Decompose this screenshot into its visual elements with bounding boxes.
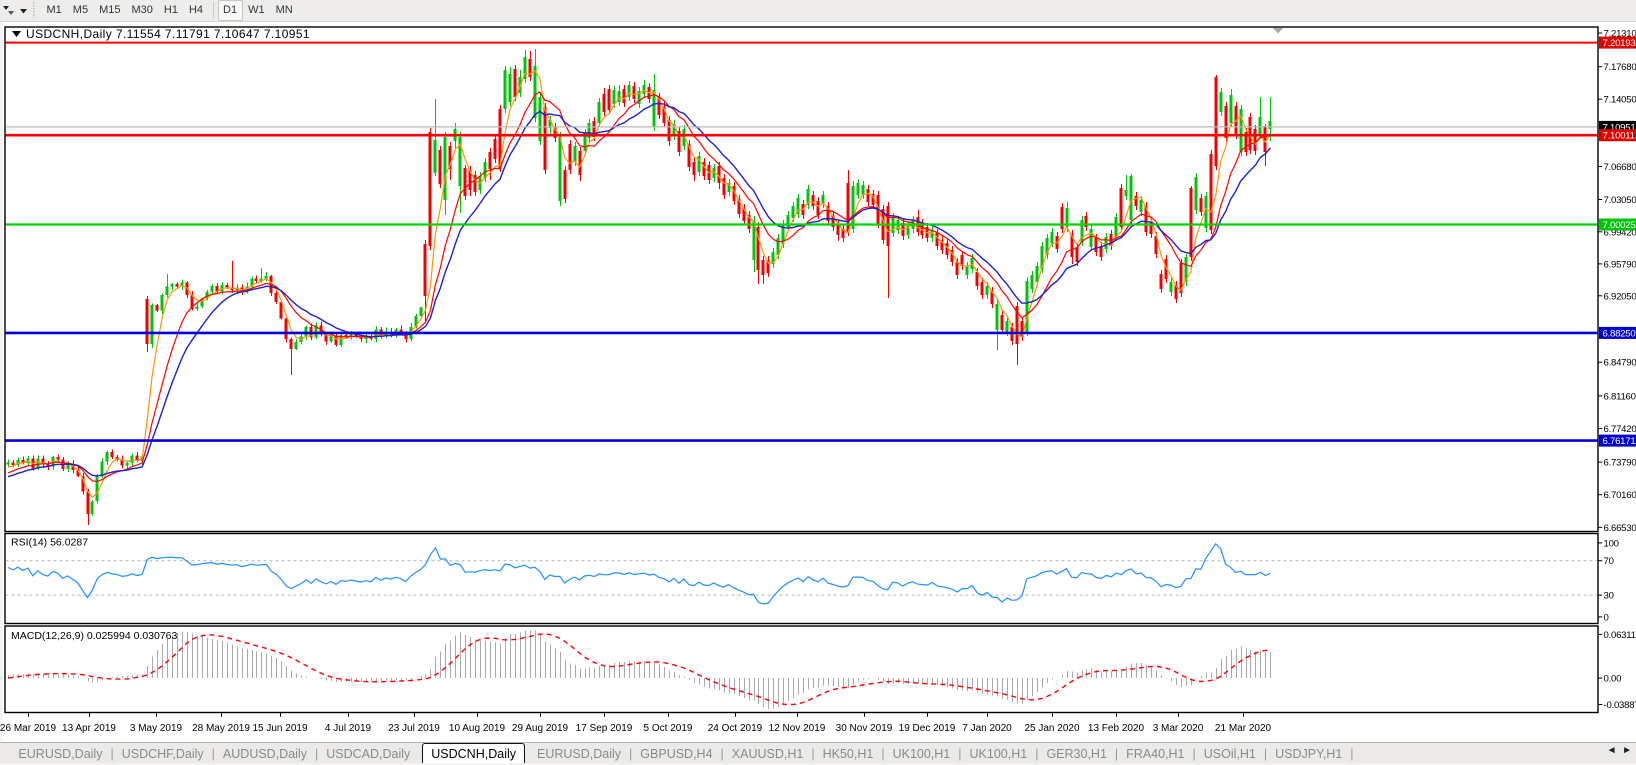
svg-text:29 Aug 2019: 29 Aug 2019 [512, 723, 569, 734]
svg-text:15 Jun 2019: 15 Jun 2019 [252, 723, 307, 734]
svg-text:7.20193: 7.20193 [1603, 38, 1636, 49]
svg-text:3 Mar 2020: 3 Mar 2020 [1153, 723, 1204, 734]
svg-text:7.03050: 7.03050 [1604, 195, 1636, 206]
svg-text:30 Nov 2019: 30 Nov 2019 [836, 723, 893, 734]
svg-text:6.76171: 6.76171 [1603, 436, 1636, 447]
svg-text:6.77420: 6.77420 [1604, 424, 1636, 435]
svg-text:0: 0 [1604, 612, 1609, 623]
svg-text:RSI(14) 56.0287: RSI(14) 56.0287 [11, 537, 88, 549]
svg-text:5 Oct 2019: 5 Oct 2019 [644, 723, 693, 734]
svg-text:7.17680: 7.17680 [1604, 62, 1636, 73]
svg-text:0.06311: 0.06311 [1604, 630, 1636, 641]
svg-text:28 May 2019: 28 May 2019 [192, 723, 250, 734]
svg-text:6.99420: 6.99420 [1604, 227, 1636, 238]
svg-text:10 Aug 2019: 10 Aug 2019 [449, 723, 506, 734]
svg-text:7.10011: 7.10011 [1603, 131, 1635, 142]
svg-text:6.84790: 6.84790 [1604, 358, 1636, 369]
svg-text:6.66530: 6.66530 [1604, 523, 1636, 534]
svg-text:USDCNH,Daily 7.11554 7.11791: USDCNH,Daily 7.11554 7.11791 7.10647 7.1… [26, 27, 310, 41]
svg-text:4 Jul 2019: 4 Jul 2019 [325, 723, 372, 734]
svg-text:6.88250: 6.88250 [1603, 328, 1636, 339]
svg-text:13 Apr 2019: 13 Apr 2019 [62, 723, 116, 734]
svg-text:7.00025: 7.00025 [1603, 220, 1636, 231]
svg-text:3 May 2019: 3 May 2019 [130, 723, 183, 734]
svg-text:6.95790: 6.95790 [1604, 259, 1636, 270]
svg-text:6.70160: 6.70160 [1604, 490, 1636, 501]
svg-text:7.14050: 7.14050 [1604, 95, 1636, 106]
svg-text:7 Jan 2020: 7 Jan 2020 [962, 723, 1012, 734]
svg-text:12 Nov 2019: 12 Nov 2019 [769, 723, 826, 734]
svg-text:24 Oct 2019: 24 Oct 2019 [708, 723, 763, 734]
svg-text:23 Jul 2019: 23 Jul 2019 [388, 723, 440, 734]
svg-text:MACD(12,26,9) 0.025994 0.03076: MACD(12,26,9) 0.025994 0.030763 [11, 630, 178, 642]
svg-text:6.73790: 6.73790 [1604, 458, 1636, 469]
svg-text:-0.03887: -0.03887 [1604, 700, 1636, 711]
svg-text:7.10951: 7.10951 [1603, 122, 1636, 133]
svg-text:6.81160: 6.81160 [1604, 391, 1636, 402]
svg-text:25 Jan 2020: 25 Jan 2020 [1024, 723, 1079, 734]
svg-text:7.21310: 7.21310 [1604, 29, 1636, 40]
svg-text:7.06680: 7.06680 [1604, 162, 1636, 173]
svg-text:30: 30 [1604, 591, 1614, 602]
svg-text:100: 100 [1604, 538, 1619, 549]
svg-text:0.00: 0.00 [1604, 674, 1622, 685]
svg-text:6.92050: 6.92050 [1604, 291, 1636, 302]
svg-text:26 Mar 2019: 26 Mar 2019 [0, 723, 57, 734]
svg-text:19 Dec 2019: 19 Dec 2019 [899, 723, 956, 734]
svg-text:21 Mar 2020: 21 Mar 2020 [1215, 723, 1272, 734]
svg-text:17 Sep 2019: 17 Sep 2019 [576, 723, 633, 734]
svg-text:13 Feb 2020: 13 Feb 2020 [1088, 723, 1145, 734]
svg-text:70: 70 [1604, 556, 1614, 567]
